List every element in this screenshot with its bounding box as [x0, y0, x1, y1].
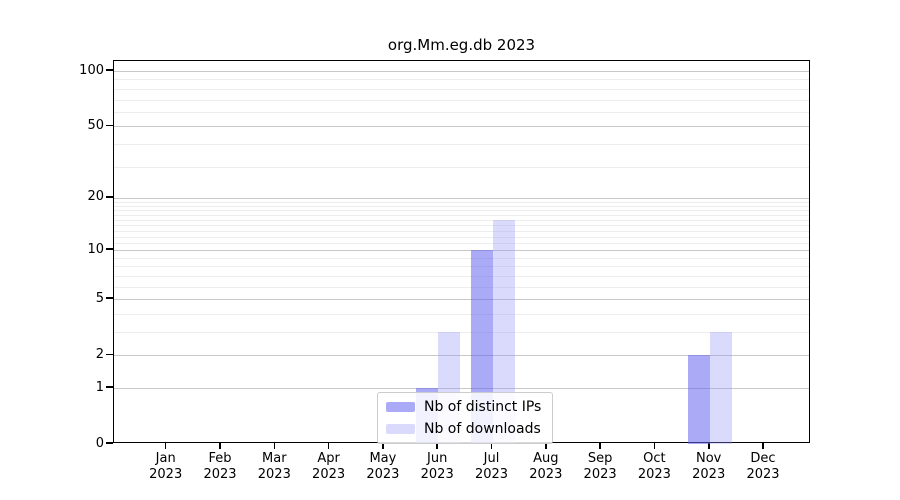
x-tick-mark	[436, 443, 438, 449]
x-tick-mark	[545, 443, 547, 449]
legend-item-downloads: Nb of downloads	[386, 421, 541, 437]
gridline-minor	[114, 230, 809, 232]
x-tick-label: May 2023	[366, 451, 400, 482]
gridline-minor	[114, 313, 809, 315]
gridline-minor	[114, 332, 809, 333]
x-tick-mark	[708, 443, 710, 449]
gridline-minor	[114, 219, 809, 221]
gridline-major	[114, 197, 809, 199]
x-tick-mark	[490, 443, 493, 449]
x-tick-mark	[762, 443, 764, 449]
gridline-major	[114, 71, 809, 72]
chart-title: org.Mm.eg.db 2023	[387, 36, 536, 54]
gridline-minor	[114, 257, 809, 259]
y-tick-mark	[106, 248, 113, 250]
gridline-minor	[114, 286, 809, 288]
gridline-minor	[114, 210, 809, 212]
y-tick-label: 100	[79, 62, 104, 78]
gridline-major	[114, 299, 809, 301]
x-tick-label: Feb 2023	[203, 451, 237, 482]
x-tick-mark	[164, 443, 167, 449]
legend-label-distinct-ips: Nb of distinct IPs	[424, 399, 542, 415]
x-tick-label: Jul 2023	[474, 451, 509, 482]
bar-distinct-ips-nov	[687, 355, 710, 444]
legend: Nb of distinct IPs Nb of downloads	[377, 392, 554, 444]
bar-downloads-nov	[709, 332, 732, 444]
gridline-minor	[114, 266, 809, 268]
x-tick-mark	[219, 443, 221, 449]
y-tick-label: 10	[87, 241, 104, 257]
x-tick-label: Sep 2023	[583, 451, 617, 482]
x-tick-mark	[599, 443, 601, 449]
x-tick-mark	[382, 443, 384, 449]
gridline-minor	[114, 275, 809, 277]
legend-label-downloads: Nb of downloads	[424, 421, 541, 437]
x-tick-label: Dec 2023	[746, 451, 780, 482]
gridline-major	[114, 355, 809, 357]
x-tick-mark	[653, 443, 656, 449]
gridline-minor	[114, 143, 809, 145]
x-tick-label: Nov 2023	[692, 451, 726, 482]
gridline-major	[114, 126, 809, 128]
gridline-minor	[114, 111, 809, 113]
bar-downloads-jul	[492, 219, 515, 444]
x-tick-label: Jan 2023	[149, 451, 183, 482]
gridline-major	[114, 250, 809, 252]
gridline-minor	[114, 88, 809, 90]
y-tick-label: 50	[87, 117, 104, 133]
gridline-minor	[114, 201, 809, 203]
x-tick-mark	[273, 443, 276, 449]
x-tick-label: Mar 2023	[257, 451, 291, 482]
y-tick-mark	[106, 297, 113, 299]
gridline-minor	[114, 206, 809, 207]
y-tick-label: 2	[95, 346, 104, 362]
legend-item-distinct-ips: Nb of distinct IPs	[386, 399, 541, 415]
x-tick-mark	[327, 443, 330, 449]
plot-area: Nb of distinct IPs Nb of downloads	[113, 60, 810, 444]
legend-swatch-distinct-ips	[386, 402, 415, 412]
y-tick-mark	[106, 386, 113, 388]
x-tick-label: Jun 2023	[420, 451, 454, 482]
x-tick-label: Oct 2023	[637, 451, 671, 482]
y-tick-label: 1	[95, 379, 104, 395]
y-tick-mark	[106, 69, 113, 71]
gridline-minor	[114, 225, 809, 227]
y-tick-label: 5	[95, 290, 104, 306]
legend-swatch-downloads	[386, 424, 415, 434]
y-tick-mark	[106, 442, 113, 444]
gridline-minor	[114, 215, 809, 216]
gridline-minor	[114, 166, 809, 168]
x-tick-label: Apr 2023	[312, 451, 346, 482]
gridline-minor	[114, 243, 809, 245]
y-tick-mark	[106, 353, 113, 355]
x-tick-label: Aug 2023	[529, 451, 563, 482]
gridline-major	[114, 388, 809, 389]
y-tick-label: 20	[87, 189, 104, 205]
gridline-minor	[114, 236, 809, 238]
y-tick-mark	[106, 124, 113, 126]
y-tick-mark	[106, 196, 113, 198]
y-tick-label: 0	[95, 435, 104, 451]
gridline-minor	[114, 79, 809, 81]
gridline-minor	[114, 99, 809, 101]
